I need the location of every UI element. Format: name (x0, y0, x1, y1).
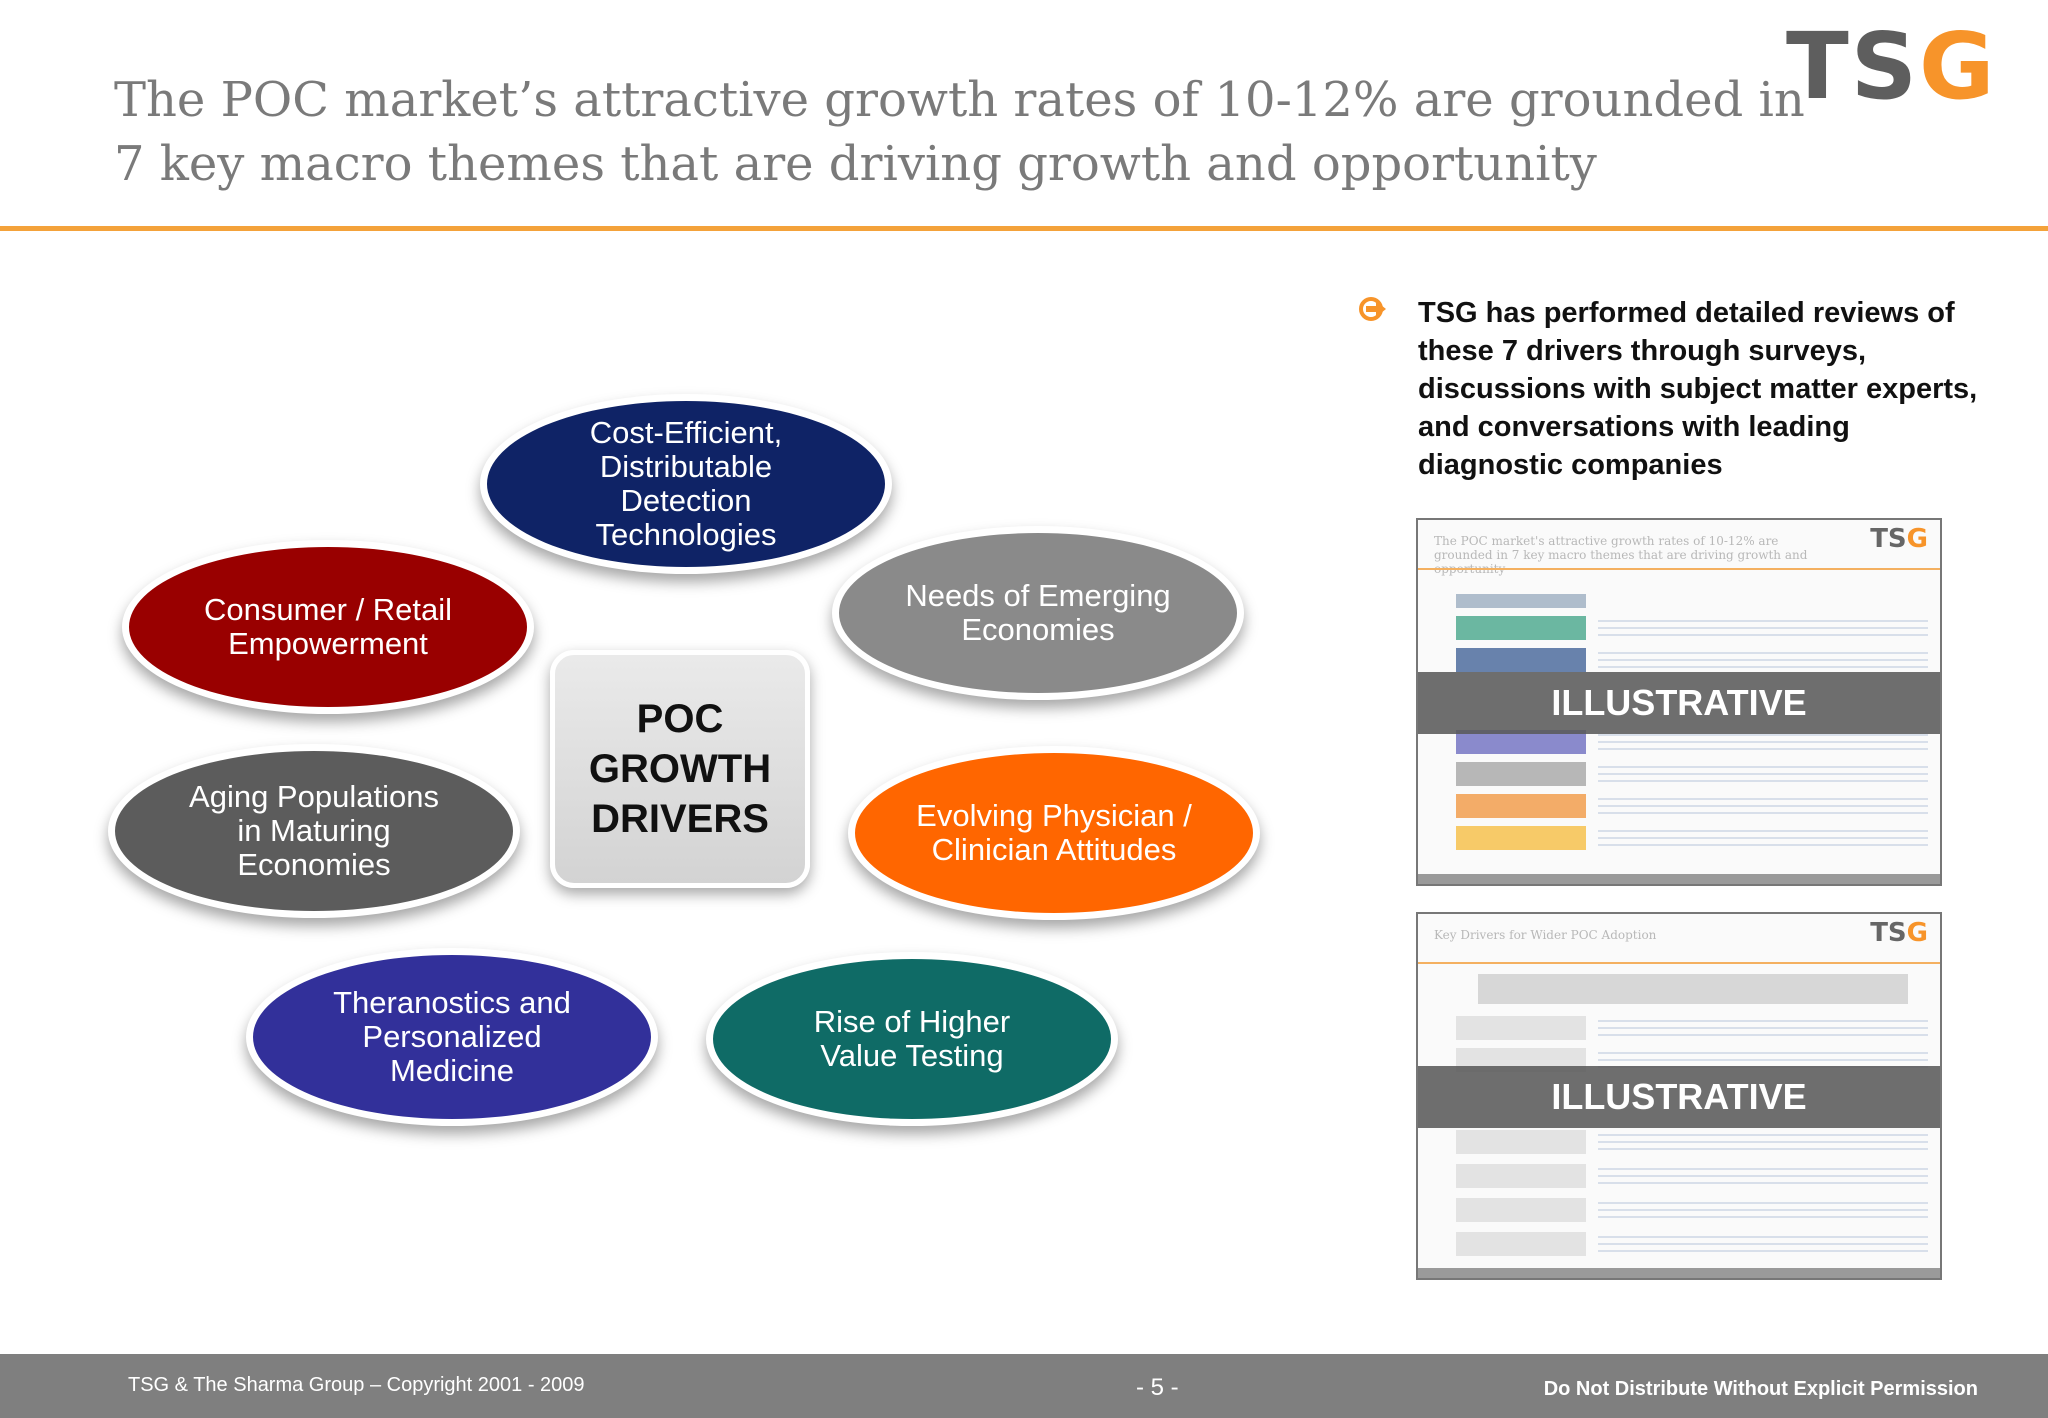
page-title-line-1: The POC market’s attractive growth rates… (114, 72, 1805, 128)
row-text-lines (1598, 798, 1928, 814)
row-color-block (1456, 594, 1586, 608)
center-label: POC GROWTH DRIVERS (588, 697, 772, 841)
thumbnail-title: The POC market's attractive growth rates… (1434, 534, 1808, 576)
arrow-bullet-icon (1359, 297, 1386, 321)
row-color-block (1456, 762, 1586, 786)
thumbnail-row (1438, 730, 1928, 754)
row-text-lines (1598, 1236, 1928, 1252)
row-color-block (1456, 1198, 1586, 1222)
footer-copyright: TSG & The Sharma Group – Copyright 2001 … (128, 1374, 585, 1396)
logo-text-ts: TS (1786, 13, 1920, 120)
row-color-block (1456, 1016, 1586, 1040)
thumbnail-drivers-overview: The POC market's attractive growth rates… (1416, 518, 1942, 886)
thumbnail-row (1438, 648, 1928, 672)
driver-label: Needs of Emerging Economies (905, 578, 1171, 647)
driver-theranostics-personalized-medicine: Theranostics and Personalized Medicine (246, 948, 658, 1126)
thumbnail-logo-g: G (1906, 524, 1928, 554)
thumbnail-row (1438, 1164, 1928, 1188)
thumbnail-title: Key Drivers for Wider POC Adoption (1434, 928, 1657, 942)
illustrative-label: ILLUSTRATIVE (1551, 682, 1807, 723)
row-text-lines (1598, 1168, 1928, 1184)
tsg-logo: TSG (1786, 21, 2014, 113)
row-color-block (1456, 730, 1586, 754)
row-color-block (1456, 794, 1586, 818)
thumbnail-row (1438, 1016, 1928, 1040)
thumbnail-key-drivers-adoption: Key Drivers for Wider POC Adoption TSG I… (1416, 912, 1942, 1280)
logo-text-g: G (1919, 13, 1997, 120)
thumbnail-logo-ts: TS (1870, 524, 1907, 554)
row-text-lines (1598, 1052, 1928, 1068)
thumbnail-footer-bar (1418, 1268, 1940, 1278)
sidebar-bullet-text: TSG has performed detailed reviews of th… (1418, 297, 1978, 481)
driver-aging-populations: Aging Populations in Maturing Economies (108, 744, 520, 918)
thumbnail-row (1438, 826, 1928, 850)
thumbnail-logo-ts: TS (1870, 918, 1907, 948)
thumbnail-logo-g: G (1906, 918, 1928, 948)
page-footer: TSG & The Sharma Group – Copyright 2001 … (0, 1354, 2048, 1418)
row-text-lines (1598, 1134, 1928, 1150)
header-divider (0, 226, 2048, 231)
thumbnail-row (1438, 974, 1928, 1004)
footer-page-number: - 5 - (1136, 1374, 1179, 1401)
driver-cost-efficient-technologies: Cost-Efficient, Distributable Detection … (480, 394, 892, 574)
illustrative-overlay: ILLUSTRATIVE (1418, 1066, 1940, 1128)
row-text-lines (1598, 652, 1928, 668)
page-title: The POC market’s attractive growth rates… (114, 68, 1805, 196)
driver-label: Evolving Physician / Clinician Attitudes (916, 798, 1192, 867)
row-text-lines (1598, 766, 1928, 782)
driver-evolving-physician-attitudes: Evolving Physician / Clinician Attitudes (848, 746, 1260, 920)
footer-distribution-notice: Do Not Distribute Without Explicit Permi… (1543, 1378, 1978, 1400)
thumbnail-logo: TSG (1870, 918, 1928, 948)
row-color-block (1456, 1130, 1586, 1154)
illustrative-overlay: ILLUSTRATIVE (1418, 672, 1940, 734)
row-color-block (1456, 648, 1586, 672)
driver-rise-of-higher-value-testing: Rise of Higher Value Testing (706, 952, 1118, 1126)
driver-consumer-retail-empowerment: Consumer / Retail Empowerment (122, 540, 534, 714)
thumbnail-row (1438, 616, 1928, 640)
thumbnail-row (1438, 1198, 1928, 1222)
thumbnail-row (1438, 594, 1928, 618)
row-color-block (1478, 974, 1908, 1004)
row-text-lines (1598, 734, 1928, 750)
row-color-block (1456, 616, 1586, 640)
thumbnail-divider (1418, 568, 1940, 570)
thumbnail-row (1438, 762, 1928, 786)
illustrative-label: ILLUSTRATIVE (1551, 1076, 1807, 1117)
thumbnail-divider (1418, 962, 1940, 964)
driver-needs-of-emerging-economies: Needs of Emerging Economies (832, 526, 1244, 700)
row-text-lines (1598, 1020, 1928, 1036)
driver-label: Cost-Efficient, Distributable Detection … (589, 415, 783, 552)
row-color-block (1456, 826, 1586, 850)
row-text-lines (1598, 620, 1928, 636)
driver-label: Consumer / Retail Empowerment (203, 592, 453, 661)
driver-label: Theranostics and Personalized Medicine (333, 985, 571, 1088)
thumbnail-row (1438, 1232, 1928, 1256)
row-color-block (1456, 1232, 1586, 1256)
thumbnail-logo: TSG (1870, 524, 1928, 554)
row-color-block (1456, 1164, 1586, 1188)
thumbnail-footer-bar (1418, 874, 1940, 884)
driver-label: Rise of Higher Value Testing (813, 1004, 1011, 1073)
thumbnail-row (1438, 794, 1928, 818)
page-title-line-2: 7 key macro themes that are driving grow… (114, 136, 1597, 192)
driver-label: Aging Populations in Maturing Economies (189, 779, 439, 882)
row-text-lines (1598, 1202, 1928, 1218)
row-text-lines (1598, 830, 1928, 846)
thumbnail-row (1438, 1130, 1928, 1154)
center-hub: POC GROWTH DRIVERS (550, 650, 810, 888)
